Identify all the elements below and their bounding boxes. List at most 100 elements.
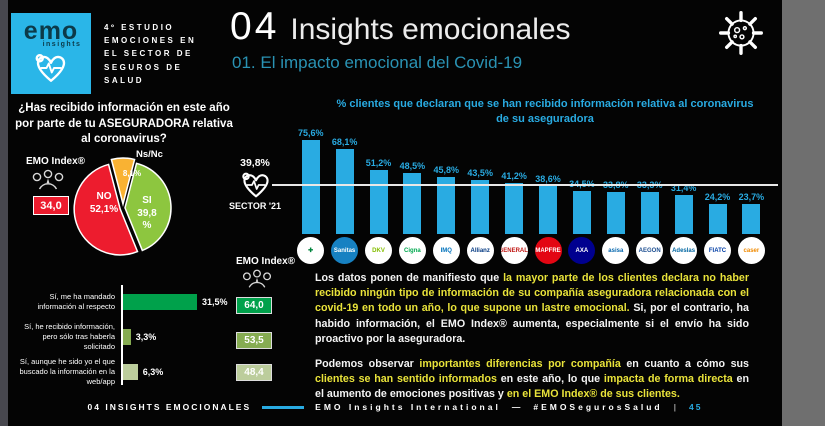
bar-value-label: 31,4%	[670, 182, 697, 193]
logo-text-sanitas: Sanitas	[333, 247, 356, 254]
logo-aegon: AEGON	[636, 237, 664, 264]
answer-row: Sí, aunque he sido yo el que buscado la …	[12, 355, 294, 389]
chapter-heading: 04 Insights emocionales	[230, 5, 571, 49]
pie-label-no: NO 52,1%	[84, 191, 124, 216]
insights-segment: en este año, lo que	[496, 373, 604, 386]
footer-section: 04 INSIGHTS EMOCIONALES	[87, 402, 252, 412]
pie-si-value: 39,8 %	[137, 207, 157, 232]
logo-text-dkv: DKV	[372, 247, 385, 254]
insights-segment: Podemos observar	[315, 357, 420, 370]
bar-caser	[742, 204, 761, 234]
logo-text-generali: GENERALI	[500, 247, 528, 254]
logo-brand-text: emo	[23, 16, 79, 45]
logo-cigna: Cigna	[398, 237, 426, 264]
logo-text-aegon: AEGON	[638, 247, 661, 254]
chapter-number: 04	[230, 5, 280, 48]
insights-segment: importantes diferencias por compañía	[419, 357, 621, 370]
answer-value-label: 6,3%	[142, 367, 164, 377]
page-subtitle: 01. El impacto emocional del Covid-19	[232, 53, 523, 72]
pie-slice-si	[124, 162, 172, 252]
bar-value-label: 43,5%	[467, 167, 493, 178]
bar-generali	[505, 182, 524, 234]
insights-paragraph: Los datos ponen de manifiesto que la may…	[315, 271, 749, 347]
bar-chart-title: % clientes que declaran que se han recib…	[336, 98, 754, 125]
logo-sanitas: Sanitas	[331, 237, 359, 264]
logo-text-asisa: asisa	[608, 247, 624, 254]
answer-value-label: 3,3%	[135, 332, 157, 342]
logo-imq: IMQ	[432, 237, 460, 264]
answer-bar	[123, 294, 198, 310]
bar-asisa	[606, 191, 625, 234]
answer-row: Sí, he recibido información, pero sólo t…	[12, 320, 294, 354]
footer-page-number: 45	[688, 402, 703, 412]
bar-value-label: 38,6%	[535, 173, 561, 184]
emo-gauge-icon	[32, 169, 64, 190]
sector-average-line	[272, 184, 778, 186]
answer-label: Sí, aunque he sido yo el que buscado la …	[19, 357, 115, 386]
logo-sub-text: insights	[42, 41, 82, 49]
bar-asistencia-sanitaria	[301, 139, 320, 234]
emo-insights-logo: emo insights	[11, 13, 91, 94]
footer-divider-line	[262, 405, 305, 409]
footer-pipe: |	[673, 402, 678, 412]
virus-icon	[719, 11, 763, 55]
logo-adeslas: Adeslas	[670, 237, 698, 264]
pie-label-si: SI 39,8 %	[132, 195, 162, 233]
left-gray-strip	[0, 0, 8, 426]
logo-text-asistencia-sanitaria: ✚	[308, 247, 314, 254]
insights-segment: la mayor parte de los clientes declara n…	[315, 272, 749, 315]
logo-allianz: Allianz	[466, 237, 494, 264]
logo-text-fiatc: FIATC	[708, 247, 727, 254]
pie-no-value: 52,1%	[89, 203, 119, 215]
answer-bar	[123, 364, 138, 380]
pie-slice-no	[73, 163, 139, 256]
covid-info-pie-chart	[73, 157, 172, 256]
bar-axa	[572, 190, 591, 234]
emo-gauge-icon-mid	[242, 269, 272, 288]
pie-si-name: SI	[142, 195, 152, 206]
logo-text-caser: caser	[743, 247, 760, 254]
sector-average-label: SECTOR '21	[229, 201, 281, 211]
logo-axa: AXA	[568, 237, 596, 264]
logo-caser: caser	[737, 237, 765, 264]
insights-paragraph: Podemos observar importantes diferencias…	[315, 357, 749, 403]
emo-index-label-left: EMO Index®	[26, 156, 86, 167]
footer-hashtag: #EMOSegurosSalud	[533, 402, 663, 412]
answer-label: Sí, me ha mandado información al respect…	[37, 292, 115, 311]
company-bar-chart: 75,6% 68,1% 51,2% 48,5% 45,8% 43,5% 41,2% 38,6%…	[295, 127, 773, 234]
logo-text-imq: IMQ	[440, 247, 452, 254]
insights-segment: impacta de forma directa	[603, 373, 733, 386]
survey-question: ¿Has recibido información en este año po…	[15, 102, 233, 146]
page-title: Insights emocionales	[290, 13, 571, 46]
insights-segment: Si, por el contrario, ha habido informac…	[315, 302, 749, 345]
emo-index-box: 48,4	[236, 364, 272, 381]
logo-text-cigna: Cigna	[404, 247, 421, 254]
bar-value-label: 48,5%	[399, 161, 426, 172]
answers-axis-line	[121, 285, 123, 385]
answers-bar-chart: Sí, me ha mandado información al respect…	[12, 285, 294, 397]
footer: 04 INSIGHTS EMOCIONALES EMO Insights Int…	[8, 402, 782, 412]
answer-label: Sí, he recibido información, pero sólo t…	[24, 322, 115, 351]
heart-ecg-icon	[35, 54, 66, 83]
logo-dkv: DKV	[365, 237, 392, 264]
company-logos-row: ✚ Sanitas DKV Cigna IMQ Allianz GENERALI MAPFRE…	[295, 237, 773, 265]
pie-value-nsnc: 8,1%	[122, 169, 142, 178]
answer-bar	[123, 329, 131, 345]
bar-imq	[437, 176, 456, 234]
insights-text: Los datos ponen de manifiesto que la may…	[315, 271, 749, 413]
logo-text-mapfre: MAPFRE	[535, 247, 561, 254]
sector-heart-icon	[242, 172, 269, 198]
insights-segment: clientes se han sentido informados	[315, 373, 497, 386]
footer-brand: EMO Insights International	[315, 402, 501, 412]
study-label: 4º ESTUDIO EMOCIONES EN EL SECTOR DE SEG…	[104, 23, 197, 85]
pie-no-name: NO	[96, 191, 112, 202]
logo-text-adeslas: Adeslas	[672, 247, 696, 254]
emo-index-box: 64,0	[236, 297, 272, 314]
bar-value-label: 41,2%	[501, 170, 527, 181]
bar-value-label: 75,6%	[297, 127, 324, 138]
emo-index-box: 53,5	[236, 332, 272, 349]
answer-value-label: 31,5%	[202, 297, 228, 307]
insights-segment: en cuanto a cómo sus	[620, 357, 749, 370]
bar-dkv	[369, 170, 388, 234]
